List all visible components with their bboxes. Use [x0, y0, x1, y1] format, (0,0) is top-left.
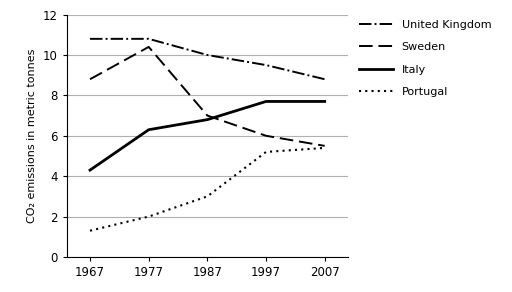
Legend: United Kingdom, Sweden, Italy, Portugal: United Kingdom, Sweden, Italy, Portugal: [359, 20, 491, 97]
Y-axis label: CO₂ emissions in metric tonnes: CO₂ emissions in metric tonnes: [27, 48, 37, 223]
